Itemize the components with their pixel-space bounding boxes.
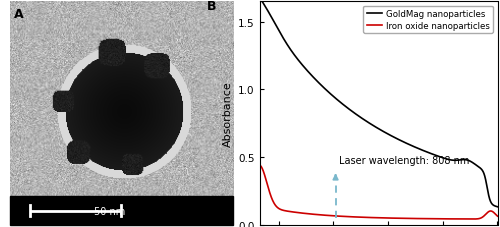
Line: GoldMag nanoparticles: GoldMag nanoparticles — [260, 2, 498, 207]
Iron oxide nanoparticles — [488, 210, 494, 212]
Text: A: A — [14, 8, 24, 21]
GoldMag nanoparticles — [268, 17, 274, 20]
Iron oxide nanoparticles — [366, 216, 372, 219]
Iron oxide nanoparticles — [444, 217, 450, 220]
Y-axis label: Absorbance: Absorbance — [222, 81, 232, 146]
Iron oxide nanoparticles — [470, 218, 476, 220]
Iron oxide nanoparticles — [372, 216, 378, 219]
Iron oxide nanoparticles — [268, 197, 274, 200]
GoldMag nanoparticles — [372, 126, 378, 128]
GoldMag nanoparticles — [256, 1, 262, 4]
GoldMag nanoparticles — [488, 200, 494, 203]
Line: Iron oxide nanoparticles: Iron oxide nanoparticles — [260, 165, 498, 219]
GoldMag nanoparticles — [488, 200, 494, 203]
Text: B: B — [207, 0, 216, 13]
Iron oxide nanoparticles — [488, 210, 494, 212]
Bar — [10, 196, 233, 225]
GoldMag nanoparticles — [366, 122, 372, 125]
Iron oxide nanoparticles — [494, 215, 500, 217]
Text: 50 nm: 50 nm — [94, 206, 126, 216]
GoldMag nanoparticles — [494, 205, 500, 208]
Text: Laser wavelength: 808 nm: Laser wavelength: 808 nm — [339, 155, 469, 165]
Iron oxide nanoparticles — [256, 164, 262, 167]
GoldMag nanoparticles — [444, 158, 450, 161]
Legend: GoldMag nanoparticles, Iron oxide nanoparticles: GoldMag nanoparticles, Iron oxide nanopa… — [364, 7, 493, 34]
